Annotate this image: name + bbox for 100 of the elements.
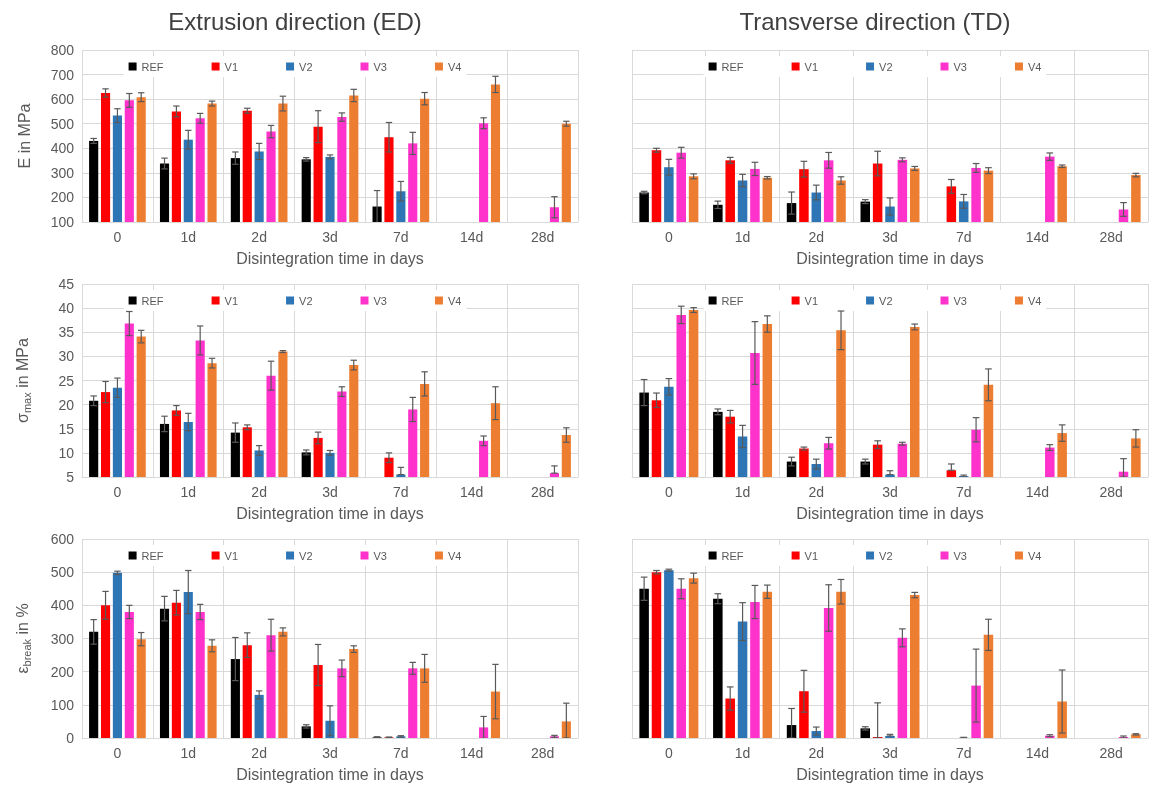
x-tick-label: 1d bbox=[180, 229, 197, 245]
x-tick-label: 7d bbox=[955, 229, 972, 245]
x-tick-label: 0 bbox=[664, 484, 673, 500]
y-tick-label: 40 bbox=[58, 300, 75, 317]
legend-label: V3 bbox=[953, 60, 967, 73]
legend-label: V4 bbox=[447, 60, 462, 73]
x-axis-title: Disintegration time in days bbox=[796, 249, 984, 267]
y-tick-label: 400 bbox=[50, 140, 75, 157]
x-tick-label: 3d bbox=[322, 229, 338, 245]
legend-label: V4 bbox=[1027, 549, 1042, 562]
x-tick-label: 2d bbox=[808, 745, 825, 761]
x-tick-label: 28d bbox=[1099, 745, 1123, 761]
x-tick-label: 0 bbox=[664, 229, 673, 245]
legend-label: V4 bbox=[447, 549, 462, 562]
x-tick-label: 1d bbox=[734, 484, 751, 500]
x-tick-label: 3d bbox=[882, 745, 898, 761]
y-tick-label: 200 bbox=[50, 663, 75, 680]
x-tick-label: 7d bbox=[393, 484, 409, 500]
x-tick-label: 3d bbox=[882, 229, 898, 245]
y-tick-label: 500 bbox=[50, 115, 75, 132]
legend-label: V4 bbox=[1027, 294, 1042, 307]
y-tick-label: 700 bbox=[50, 66, 75, 83]
x-axis-title: Disintegration time in days bbox=[236, 765, 424, 783]
legend-label: REF bbox=[721, 549, 744, 562]
x-tick-label: 3d bbox=[882, 484, 898, 500]
y-tick-label: 300 bbox=[50, 164, 75, 181]
legend-label: V1 bbox=[224, 294, 239, 307]
x-axis-title: Disintegration time in days bbox=[796, 765, 984, 783]
legend-label: V1 bbox=[804, 549, 819, 562]
x-tick-label: 1d bbox=[180, 484, 197, 500]
x-tick-label: 1d bbox=[734, 229, 751, 245]
x-tick-label: 2d bbox=[808, 484, 825, 500]
y-axis-title: σmax in MPa bbox=[14, 337, 33, 423]
legend-label: V1 bbox=[804, 294, 819, 307]
x-tick-label: 14d bbox=[460, 229, 484, 245]
x-tick-label: 28d bbox=[1099, 229, 1123, 245]
legend-label: V2 bbox=[299, 60, 313, 73]
legend-label: V2 bbox=[299, 294, 313, 307]
x-tick-label: 14d bbox=[1025, 745, 1050, 761]
y-tick-label: 100 bbox=[50, 214, 75, 230]
x-tick-label: 14d bbox=[460, 745, 484, 761]
x-tick-label: 0 bbox=[113, 745, 122, 761]
y-tick-label: 200 bbox=[50, 189, 75, 206]
y-tick-label: 5 bbox=[66, 469, 75, 485]
y-tick-label: 0 bbox=[66, 730, 75, 746]
legend-label: V1 bbox=[224, 549, 239, 562]
legend-label: REF bbox=[721, 60, 744, 73]
legend-label: V2 bbox=[879, 294, 893, 307]
y-tick-label: 10 bbox=[58, 444, 75, 461]
x-tick-label: 0 bbox=[664, 745, 673, 761]
legend-label: REF bbox=[721, 294, 744, 307]
x-tick-label: 14d bbox=[1025, 484, 1050, 500]
x-tick-label: 2d bbox=[808, 229, 825, 245]
y-axis-title: εbreak in % bbox=[14, 603, 33, 674]
legend-label: V3 bbox=[373, 549, 387, 562]
legend-label: REF bbox=[141, 60, 164, 73]
x-tick-label: 7d bbox=[955, 745, 972, 761]
y-tick-label: 30 bbox=[58, 348, 75, 365]
legend-label: V4 bbox=[1027, 60, 1042, 73]
x-tick-label: 14d bbox=[1025, 229, 1050, 245]
legend-label: V3 bbox=[373, 60, 387, 73]
legend-label: V2 bbox=[299, 549, 313, 562]
x-axis-title: Disintegration time in days bbox=[236, 249, 424, 267]
y-tick-label: 800 bbox=[50, 42, 75, 58]
x-tick-label: 1d bbox=[734, 745, 751, 761]
x-tick-label: 2d bbox=[251, 484, 267, 500]
x-tick-label: 2d bbox=[251, 745, 267, 761]
legend-label: V4 bbox=[447, 294, 462, 307]
x-tick-label: 7d bbox=[393, 745, 409, 761]
y-tick-label: 35 bbox=[58, 324, 75, 341]
x-tick-label: 1d bbox=[180, 745, 197, 761]
x-tick-label: 0 bbox=[113, 484, 122, 500]
x-tick-label: 28d bbox=[530, 484, 555, 500]
chart-title: Transverse direction (TD) bbox=[739, 7, 1011, 35]
x-tick-label: 3d bbox=[322, 484, 338, 500]
x-tick-label: 7d bbox=[393, 229, 409, 245]
y-tick-label: 20 bbox=[58, 396, 75, 413]
y-tick-label: 600 bbox=[50, 531, 75, 547]
x-axis-title: Disintegration time in days bbox=[796, 504, 984, 522]
legend-label: V2 bbox=[879, 60, 893, 73]
legend-label: V3 bbox=[953, 294, 967, 307]
y-tick-label: 600 bbox=[50, 91, 75, 108]
legend-label: V1 bbox=[804, 60, 819, 73]
legend-label: REF bbox=[141, 294, 164, 307]
x-tick-label: 28d bbox=[530, 229, 555, 245]
y-tick-label: 400 bbox=[50, 597, 75, 614]
legend-label: V3 bbox=[953, 549, 967, 562]
chart-title: Extrusion direction (ED) bbox=[168, 7, 422, 35]
x-axis-title: Disintegration time in days bbox=[236, 504, 424, 522]
y-tick-label: 500 bbox=[50, 564, 75, 581]
x-tick-label: 2d bbox=[251, 229, 267, 245]
y-axis-title: E in MPa bbox=[15, 103, 33, 169]
y-tick-label: 100 bbox=[50, 696, 75, 713]
legend-label: V3 bbox=[373, 294, 387, 307]
x-tick-label: 7d bbox=[955, 484, 972, 500]
legend-label: REF bbox=[141, 549, 164, 562]
x-tick-label: 0 bbox=[113, 229, 122, 245]
x-tick-label: 28d bbox=[530, 745, 555, 761]
x-tick-label: 3d bbox=[322, 745, 338, 761]
y-tick-label: 25 bbox=[58, 372, 75, 389]
